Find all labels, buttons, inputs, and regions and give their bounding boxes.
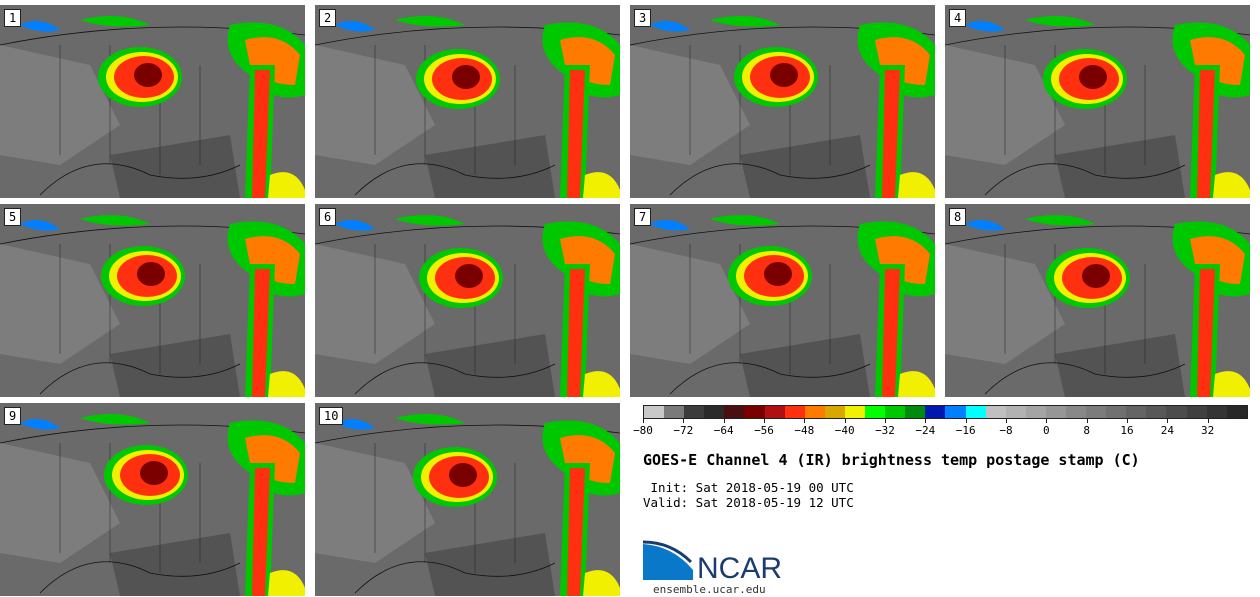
- colorbar-swatch: [1065, 406, 1087, 418]
- forecast-panel: 1: [0, 5, 305, 198]
- colorbar-swatch: [965, 406, 986, 418]
- colorbar-tick-mark: [723, 419, 725, 423]
- colorbar-swatch: [844, 406, 866, 418]
- colorbar: [643, 405, 1248, 419]
- colorbar-tick-label: −72: [673, 424, 694, 437]
- colorbar-swatch: [804, 406, 825, 418]
- colorbar-ticks: −80 −72 −64 −56 −48 −40 −32 −24 −16 −8 0 8 16 24 32: [633, 419, 1248, 438]
- ir-map: [0, 403, 305, 596]
- colorbar-swatch: [784, 406, 805, 418]
- colorbar-tick-label: −40: [834, 424, 855, 437]
- ir-map: [315, 5, 620, 198]
- colorbar-tick-label: −8: [999, 424, 1013, 437]
- colorbar-tick-mark: [1127, 419, 1128, 423]
- colorbar-swatch: [1226, 406, 1247, 418]
- panel-number: 3: [634, 9, 652, 27]
- forecast-panel: 9: [0, 403, 305, 596]
- colorbar-tick-mark: [1086, 419, 1088, 423]
- colorbar-tick-label: −80: [633, 424, 653, 437]
- colorbar-swatch: [1025, 406, 1046, 418]
- panel-number: 7: [634, 208, 652, 226]
- colorbar-swatch: [1146, 406, 1167, 418]
- colorbar-swatch: [905, 406, 926, 418]
- colorbar-swatch: [764, 406, 785, 418]
- figure-title: GOES-E Channel 4 (IR) brightness temp po…: [643, 451, 1140, 469]
- colorbar-tick-mark: [1006, 419, 1007, 423]
- colorbar-tick-mark: [643, 419, 644, 423]
- site-url: ensemble.ucar.edu: [653, 583, 766, 596]
- colorbar-swatch: [1086, 406, 1107, 418]
- init-time: Init: Sat 2018-05-19 00 UTC: [643, 480, 854, 495]
- colorbar-tick-mark: [965, 419, 967, 423]
- forecast-panel: 4: [945, 5, 1250, 198]
- colorbar-tick-label: −32: [875, 424, 895, 437]
- colorbar-swatch: [1186, 406, 1207, 418]
- colorbar-swatch: [925, 406, 946, 418]
- colorbar-swatch: [644, 406, 665, 418]
- colorbar-tick-label: 0: [1043, 424, 1050, 437]
- ir-map: [315, 204, 620, 397]
- forecast-panel: 2: [315, 5, 620, 198]
- colorbar-swatch: [1166, 406, 1187, 418]
- panel-number: 4: [949, 9, 967, 27]
- colorbar-tick-mark: [683, 419, 685, 423]
- colorbar-tick-mark: [925, 419, 927, 423]
- colorbar-tick-label: 8: [1083, 424, 1090, 437]
- colorbar-tick-mark: [764, 419, 765, 423]
- colorbar-swatch: [885, 406, 906, 418]
- ir-map: [315, 403, 620, 596]
- panel-number: 10: [319, 407, 344, 425]
- panel-number: 2: [319, 9, 337, 27]
- colorbar-tick-mark: [1207, 419, 1209, 423]
- colorbar-tick-label: −24: [915, 424, 936, 437]
- colorbar-swatch: [824, 406, 845, 418]
- panel-number: 1: [4, 9, 22, 27]
- colorbar-swatch: [1045, 406, 1066, 418]
- ncar-logo: NCAR: [643, 540, 782, 582]
- colorbar-tick-label: −64: [713, 424, 734, 437]
- colorbar-tick-mark: [844, 419, 846, 423]
- ir-map: [630, 5, 935, 198]
- panel-number: 8: [949, 208, 967, 226]
- ir-map: [0, 204, 305, 397]
- colorbar-tick-mark: [1167, 419, 1169, 423]
- colorbar-tick-label: 32: [1201, 424, 1215, 437]
- colorbar-swatch: [1126, 406, 1147, 418]
- ir-map: [0, 5, 305, 198]
- ir-map: [630, 204, 935, 397]
- forecast-panel: 5: [0, 204, 305, 397]
- forecast-panel: 10: [315, 403, 620, 596]
- colorbar-tick-label: −48: [794, 424, 815, 437]
- colorbar-swatch: [724, 406, 745, 418]
- colorbar-tick-mark: [885, 419, 886, 423]
- colorbar-swatch: [1206, 406, 1227, 418]
- colorbar-swatch: [704, 406, 725, 418]
- colorbar-swatch: [684, 406, 705, 418]
- ir-map: [945, 204, 1250, 397]
- colorbar-swatch: [744, 406, 765, 418]
- colorbar-tick-mark: [804, 419, 806, 423]
- valid-time: Valid: Sat 2018-05-19 12 UTC: [643, 495, 854, 510]
- colorbar-tick-mark: [1046, 419, 1048, 423]
- colorbar-tick-label: 16: [1120, 424, 1134, 437]
- logo-text: NCAR: [697, 552, 782, 582]
- colorbar-swatch: [985, 406, 1006, 418]
- colorbar-tick-label: −16: [955, 424, 976, 437]
- colorbar-tick-label: −56: [754, 424, 774, 437]
- colorbar-swatch: [945, 406, 966, 418]
- panel-number: 5: [4, 208, 22, 226]
- panel-number: 9: [4, 407, 22, 425]
- forecast-panel: 8: [945, 204, 1250, 397]
- forecast-panel: 6: [315, 204, 620, 397]
- colorbar-swatch: [1005, 406, 1026, 418]
- colorbar-swatch: [865, 406, 886, 418]
- forecast-panel: 3: [630, 5, 935, 198]
- colorbar-tick-label: 24: [1160, 424, 1174, 437]
- panel-number: 6: [319, 208, 337, 226]
- colorbar-swatch: [664, 406, 685, 418]
- ir-map: [945, 5, 1250, 198]
- colorbar-swatch: [1106, 406, 1127, 418]
- forecast-panel: 7: [630, 204, 935, 397]
